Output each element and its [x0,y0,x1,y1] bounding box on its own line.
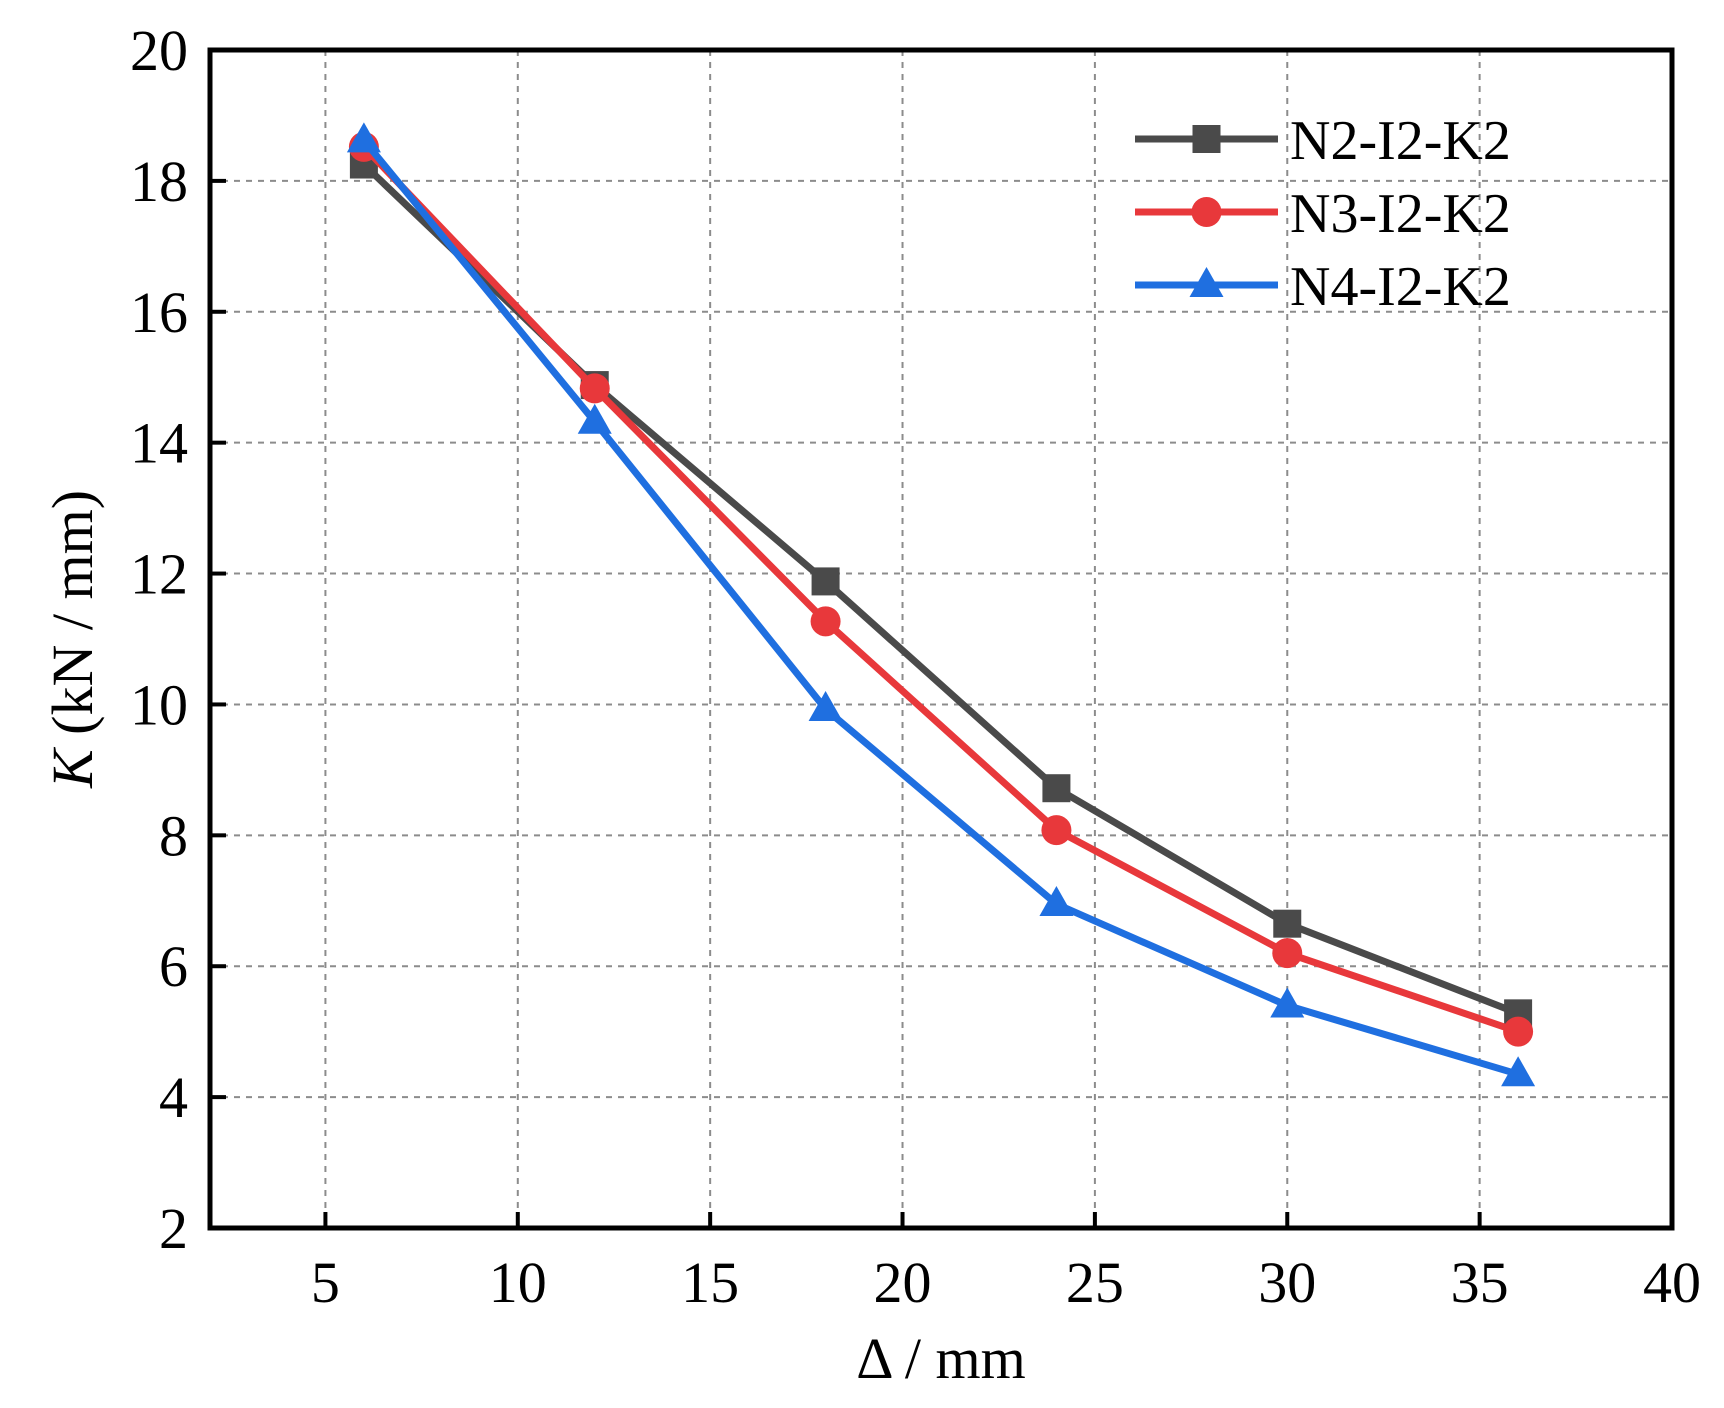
x-tick-label: 5 [311,1250,340,1315]
data-point [1503,1016,1534,1047]
y-tick-label: 20 [130,18,188,83]
data-point [1041,815,1072,846]
y-tick-label: 2 [159,1196,188,1261]
y-axis-title-units: (kN / mm) [40,490,105,749]
legend-marker [1191,197,1222,227]
x-tick-label: 35 [1451,1250,1509,1315]
data-point [1270,987,1305,1018]
legend: N2-I2-K2 N3-I2-K2 N4-I2-K2 [1135,110,1511,318]
series-line [361,144,1520,1035]
data-point [810,606,841,637]
x-tick-label: 40 [1643,1250,1701,1315]
legend-label: N3-I2-K2 [1290,183,1511,245]
data-point [808,691,843,722]
data-point [346,122,381,153]
y-tick-label: 10 [130,672,188,737]
plot-frame [207,47,1675,1231]
y-tick-label: 8 [159,803,188,868]
data-point [1501,1056,1536,1087]
data-point [1273,909,1302,938]
x-tick-label: 10 [489,1250,547,1315]
series-N4-I2-K2 [346,122,1536,1087]
legend-item: N2-I2-K2 [1135,110,1511,172]
legend-marker [1189,267,1224,297]
series-line [361,138,1520,1078]
data-point [579,373,610,404]
y-tick-label: 14 [130,411,188,476]
legend-label: N4-I2-K2 [1290,256,1511,318]
y-axis-title: K (kN / mm) [40,490,105,789]
x-tick-label: 30 [1258,1250,1316,1315]
x-tick-label: 20 [874,1250,932,1315]
data-point [1039,886,1074,917]
x-tick-label: 25 [1066,1250,1124,1315]
y-tick-label: 12 [130,542,188,607]
data-point [577,403,612,434]
y-tick-label: 18 [130,149,188,214]
y-tick-label: 16 [130,280,188,345]
legend-marker [1192,125,1221,153]
series-layer [346,122,1536,1087]
y-axis-title-symbol: K [40,746,105,789]
grid [210,50,1672,1228]
legend-label: N2-I2-K2 [1290,110,1511,172]
data-point [1272,938,1303,969]
x-tick-label: 15 [681,1250,739,1315]
data-point [811,567,840,596]
x-axis-title: Δ / mm [856,1326,1025,1391]
x-axis: 5 10 15 20 25 30 35 40 [311,1212,1701,1315]
y-tick-label: 4 [159,1065,188,1130]
legend-item: N4-I2-K2 [1135,256,1511,318]
legend-item: N3-I2-K2 [1135,183,1511,245]
y-axis: 2 4 6 8 10 12 14 16 18 20 [130,18,226,1261]
y-tick-label: 6 [159,934,188,999]
data-point [1042,774,1071,803]
